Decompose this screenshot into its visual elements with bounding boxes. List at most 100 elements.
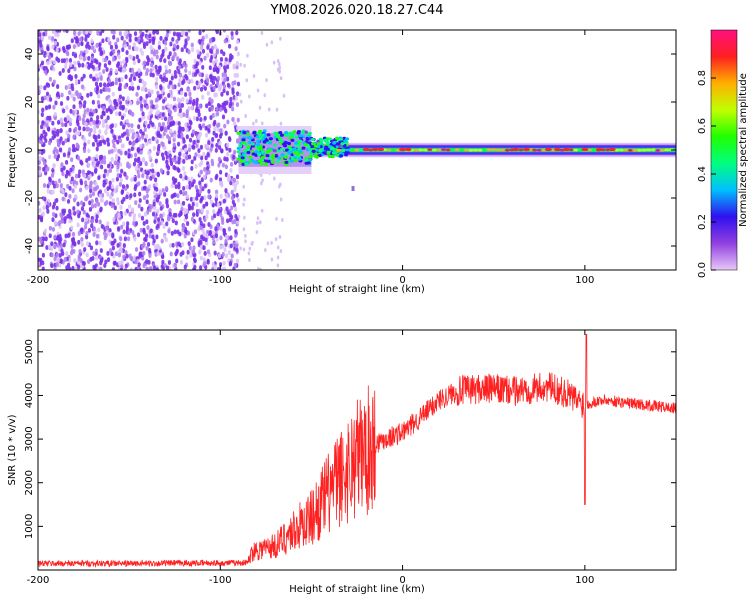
spectrogram-cell — [96, 100, 101, 105]
spectrogram-cell — [167, 260, 172, 265]
spectrogram-cell — [141, 255, 145, 261]
spectrogram-cell — [72, 96, 76, 102]
spectrogram-cell — [71, 188, 75, 194]
spectrogram-cell — [188, 137, 193, 143]
spectrogram-cell — [161, 121, 165, 127]
spectrogram-cell — [111, 106, 116, 112]
spectrogram-cell — [250, 241, 254, 246]
spectrogram-cell — [276, 67, 280, 72]
spectrogram-cell — [155, 30, 160, 35]
spectrogram-cell — [195, 101, 199, 107]
spectrogram-cell — [268, 156, 273, 160]
spectrogram-cell — [71, 265, 75, 270]
spectrogram-cell — [247, 251, 251, 256]
spectrogram-cell — [260, 133, 265, 137]
spectrogram-cell — [157, 126, 161, 131]
spectrogram-cell — [107, 87, 111, 93]
spectrogram-cell — [243, 149, 248, 153]
spectrogram-cell — [125, 136, 130, 142]
spectrogram-cell — [140, 103, 144, 109]
spectrogram-cell — [77, 264, 81, 270]
spectrogram-cell — [198, 180, 202, 186]
spectrogram-cell — [294, 141, 299, 145]
spectrogram-cell — [279, 249, 283, 254]
spectrogram-cell — [61, 196, 65, 202]
spectrogram-cell — [184, 214, 189, 220]
spectrogram-cell — [235, 180, 239, 185]
spectrogram-cell — [232, 63, 236, 69]
x-tick-label: -100 — [209, 575, 232, 586]
y-tick-label: -40 — [24, 238, 35, 254]
spectrogram-cell — [145, 193, 149, 199]
spectrogram-cell — [129, 267, 134, 270]
spectrogram-cell — [114, 123, 118, 128]
spectrogram-cell — [135, 92, 139, 97]
spectrogram-cell — [152, 37, 156, 42]
spectrogram-cell — [146, 55, 150, 60]
spectrogram-cell — [165, 203, 170, 209]
spectrogram-cell — [77, 256, 81, 261]
spectrogram-cell — [132, 256, 136, 262]
y-tick-label: 0 — [24, 147, 35, 153]
spectrogram-cell — [128, 211, 132, 217]
spectrogram-cell — [109, 44, 114, 50]
spectrogram-cell — [440, 148, 447, 152]
spectrogram-cell — [222, 84, 227, 89]
spectrogram-cell — [179, 189, 183, 195]
spectrogram-cell — [319, 138, 324, 142]
spectrogram-cell — [125, 194, 129, 200]
spectrogram-cell — [102, 179, 106, 185]
spectrogram-cell — [139, 161, 143, 166]
spectrogram-cell — [67, 115, 71, 121]
spectrogram-cell — [141, 173, 145, 179]
spectrogram-cell — [176, 44, 180, 50]
spectrogram-cell — [219, 193, 223, 199]
spectrogram-cell — [130, 81, 134, 87]
spectrogram-cell — [136, 85, 140, 91]
spectrogram-cell — [161, 105, 165, 111]
spectrogram-cell — [258, 105, 262, 110]
spectrogram-cell — [150, 56, 154, 62]
spectrogram-cell — [88, 131, 92, 137]
spectrogram-cell — [155, 49, 159, 55]
snr-series-line — [38, 334, 676, 568]
spectrogram-cell — [84, 216, 88, 222]
spectrogram-cell — [208, 65, 212, 71]
spectrogram-cell — [211, 80, 216, 86]
spectrogram-cell — [56, 119, 61, 125]
spectrogram-cell — [120, 199, 124, 205]
spectrogram-cell — [85, 196, 89, 201]
spectrogram-cell — [65, 30, 69, 34]
spectrogram-cell — [265, 42, 269, 47]
spectrogram-cell — [179, 211, 183, 216]
spectrogram-cell — [161, 254, 165, 260]
x-tick-label: -200 — [27, 275, 50, 286]
spectrogram-cell — [212, 67, 216, 73]
spectrogram-cell — [177, 141, 181, 147]
spectrogram-cell — [65, 105, 69, 111]
spectrogram-cell — [195, 116, 199, 122]
spectrogram-cell — [323, 138, 328, 142]
spectrogram-cell — [229, 161, 234, 167]
spectrogram-cell — [47, 104, 52, 110]
spectrogram-cell — [185, 75, 189, 81]
spectrogram-cell — [297, 143, 302, 147]
spectrogram-cell — [110, 241, 114, 246]
spectrogram-cell — [145, 30, 149, 33]
spectrogram-cell — [73, 53, 78, 59]
spectrogram-cell — [51, 120, 55, 126]
spectrogram-cell — [231, 219, 235, 225]
spectrogram-cell — [128, 85, 132, 91]
spectrogram-cell — [197, 153, 201, 159]
spectrogram-cell — [118, 173, 123, 179]
spectrogram-cell — [266, 133, 271, 137]
spectrogram-cell — [39, 239, 43, 244]
spectrogram-cell — [85, 252, 89, 258]
colorbar-label: Normalized spectral amplitude — [738, 73, 749, 227]
spectrogram-cell — [219, 225, 223, 231]
spectrogram-cell — [41, 252, 46, 258]
spectrogram-cell — [95, 214, 99, 219]
spectrogram-cell — [169, 41, 173, 47]
spectrogram-cell — [188, 70, 192, 76]
spectrogram-cell — [80, 236, 84, 242]
